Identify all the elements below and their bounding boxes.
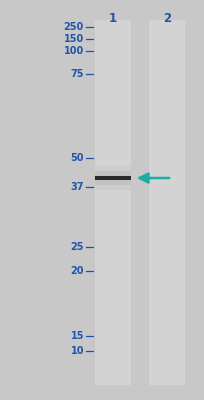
Bar <box>94 166 130 190</box>
Text: 37: 37 <box>70 182 84 192</box>
Text: 100: 100 <box>63 46 84 56</box>
Text: 1: 1 <box>108 12 116 25</box>
Text: 20: 20 <box>70 266 84 276</box>
Text: 15: 15 <box>70 331 84 341</box>
Text: 25: 25 <box>70 242 84 252</box>
Text: 250: 250 <box>63 22 84 32</box>
Text: 150: 150 <box>63 34 84 44</box>
Bar <box>94 176 130 180</box>
Text: 50: 50 <box>70 153 84 163</box>
Bar <box>94 20 130 385</box>
Bar <box>148 20 184 385</box>
Text: 75: 75 <box>70 69 84 79</box>
Text: 10: 10 <box>70 346 84 356</box>
Bar <box>72 20 204 385</box>
Bar <box>94 171 130 185</box>
Text: 2: 2 <box>162 12 170 25</box>
